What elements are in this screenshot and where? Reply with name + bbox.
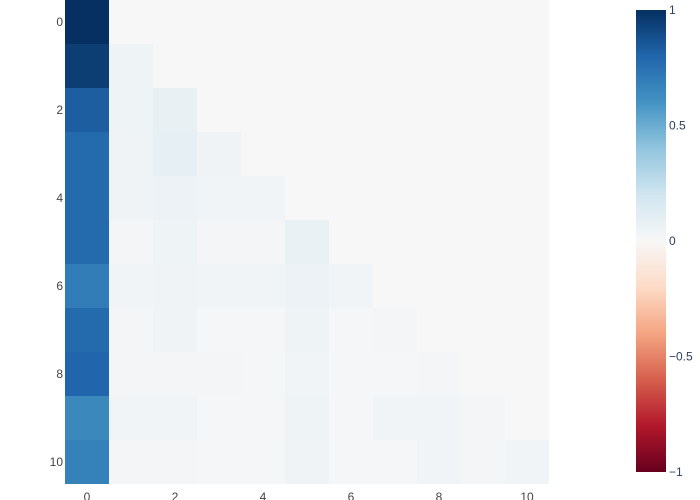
colorbar-gradient bbox=[636, 10, 666, 472]
heatmap-cell-7-0[interactable] bbox=[65, 308, 109, 352]
heatmap-cell-8-2[interactable] bbox=[153, 352, 197, 396]
colorbar-ticks: 1 0.5 0 −0.5 −1 bbox=[669, 3, 693, 479]
heatmap-cell-10-2[interactable] bbox=[153, 440, 197, 484]
heatmap-cell-8-7[interactable] bbox=[373, 352, 417, 396]
heatmap-cell-9-0[interactable] bbox=[65, 396, 109, 440]
heatmap-cell-10-0[interactable] bbox=[65, 440, 109, 484]
heatmap-cell-8-0[interactable] bbox=[65, 352, 109, 396]
colorbar-tick-label: 0 bbox=[669, 234, 676, 248]
heatmap-cell-8-6[interactable] bbox=[329, 352, 373, 396]
y-tick-label: 6 bbox=[56, 279, 63, 293]
heatmap-cell-5-2[interactable] bbox=[153, 220, 197, 264]
heatmap-cell-10-1[interactable] bbox=[109, 440, 153, 484]
heatmap-cell-8-8[interactable] bbox=[417, 352, 461, 396]
heatmap-cell-5-1[interactable] bbox=[109, 220, 153, 264]
heatmap-cell-4-4[interactable] bbox=[241, 176, 285, 220]
heatmap-cell-10-7[interactable] bbox=[373, 440, 417, 484]
y-tick-label: 2 bbox=[56, 103, 63, 117]
heatmap-cell-10-4[interactable] bbox=[241, 440, 285, 484]
heatmap-cell-4-3[interactable] bbox=[197, 176, 241, 220]
heatmap-cell-1-0[interactable] bbox=[65, 44, 109, 88]
heatmap-cell-4-1[interactable] bbox=[109, 176, 153, 220]
heatmap-cell-10-9[interactable] bbox=[461, 440, 505, 484]
heatmap-cell-7-5[interactable] bbox=[285, 308, 329, 352]
heatmap-cell-7-3[interactable] bbox=[197, 308, 241, 352]
heatmap-cell-5-0[interactable] bbox=[65, 220, 109, 264]
heatmap-cell-0-0[interactable] bbox=[65, 0, 109, 44]
y-tick-label: 10 bbox=[50, 455, 64, 469]
colorbar[interactable]: 1 0.5 0 −0.5 −1 bbox=[636, 3, 693, 479]
heatmap-cell-6-3[interactable] bbox=[197, 264, 241, 308]
x-tick-label: 8 bbox=[436, 490, 443, 500]
heatmap-cell-9-7[interactable] bbox=[373, 396, 417, 440]
heatmap-cell-5-4[interactable] bbox=[241, 220, 285, 264]
colorbar-tick-label: −0.5 bbox=[669, 350, 693, 364]
heatmap-cell-10-3[interactable] bbox=[197, 440, 241, 484]
heatmap-cell-8-1[interactable] bbox=[109, 352, 153, 396]
heatmap-cell-7-6[interactable] bbox=[329, 308, 373, 352]
heatmap-cell-10-8[interactable] bbox=[417, 440, 461, 484]
heatmap-cell-3-3[interactable] bbox=[197, 132, 241, 176]
heatmap-cell-6-5[interactable] bbox=[285, 264, 329, 308]
heatmap-cell-3-2[interactable] bbox=[153, 132, 197, 176]
heatmap-cell-9-9[interactable] bbox=[461, 396, 505, 440]
x-axis: 0 2 4 6 8 10 bbox=[84, 490, 534, 500]
heatmap-cell-9-3[interactable] bbox=[197, 396, 241, 440]
heatmap-cell-6-4[interactable] bbox=[241, 264, 285, 308]
heatmap-cells bbox=[65, 0, 549, 484]
y-tick-label: 0 bbox=[56, 15, 63, 29]
heatmap-cell-2-1[interactable] bbox=[109, 88, 153, 132]
heatmap-cell-10-5[interactable] bbox=[285, 440, 329, 484]
colorbar-tick-label: −1 bbox=[669, 465, 683, 479]
heatmap-cell-9-5[interactable] bbox=[285, 396, 329, 440]
heatmap-cell-9-8[interactable] bbox=[417, 396, 461, 440]
heatmap-cell-7-1[interactable] bbox=[109, 308, 153, 352]
heatmap-cell-4-0[interactable] bbox=[65, 176, 109, 220]
y-tick-label: 4 bbox=[56, 191, 63, 205]
heatmap-cell-2-0[interactable] bbox=[65, 88, 109, 132]
heatmap-cell-7-4[interactable] bbox=[241, 308, 285, 352]
heatmap-cell-3-1[interactable] bbox=[109, 132, 153, 176]
x-tick-label: 2 bbox=[172, 490, 179, 500]
x-tick-label: 10 bbox=[520, 490, 534, 500]
heatmap-cell-6-1[interactable] bbox=[109, 264, 153, 308]
heatmap-cell-7-7[interactable] bbox=[373, 308, 417, 352]
heatmap-cell-8-5[interactable] bbox=[285, 352, 329, 396]
heatmap-cell-5-3[interactable] bbox=[197, 220, 241, 264]
x-tick-label: 4 bbox=[260, 490, 267, 500]
colorbar-tick-label: 0.5 bbox=[669, 119, 686, 133]
x-tick-label: 6 bbox=[348, 490, 355, 500]
heatmap-cell-10-10[interactable] bbox=[505, 440, 549, 484]
x-tick-label: 0 bbox=[84, 490, 91, 500]
heatmap-cell-9-1[interactable] bbox=[109, 396, 153, 440]
y-tick-label: 8 bbox=[56, 367, 63, 381]
heatmap-cell-9-4[interactable] bbox=[241, 396, 285, 440]
heatmap-cell-9-2[interactable] bbox=[153, 396, 197, 440]
heatmap-cell-8-3[interactable] bbox=[197, 352, 241, 396]
heatmap-cell-9-6[interactable] bbox=[329, 396, 373, 440]
heatmap-cell-5-5[interactable] bbox=[285, 220, 329, 264]
colorbar-tick-label: 1 bbox=[669, 3, 676, 17]
heatmap-cell-8-4[interactable] bbox=[241, 352, 285, 396]
heatmap-cell-6-6[interactable] bbox=[329, 264, 373, 308]
heatmap-cell-10-6[interactable] bbox=[329, 440, 373, 484]
heatmap-cell-2-2[interactable] bbox=[153, 88, 197, 132]
heatmap-cell-7-2[interactable] bbox=[153, 308, 197, 352]
heatmap-cell-6-2[interactable] bbox=[153, 264, 197, 308]
heatmap-cell-3-0[interactable] bbox=[65, 132, 109, 176]
y-axis: 0 2 4 6 8 10 bbox=[50, 15, 64, 469]
heatmap-cell-4-2[interactable] bbox=[153, 176, 197, 220]
heatmap-cell-6-0[interactable] bbox=[65, 264, 109, 308]
heatmap-cell-1-1[interactable] bbox=[109, 44, 153, 88]
